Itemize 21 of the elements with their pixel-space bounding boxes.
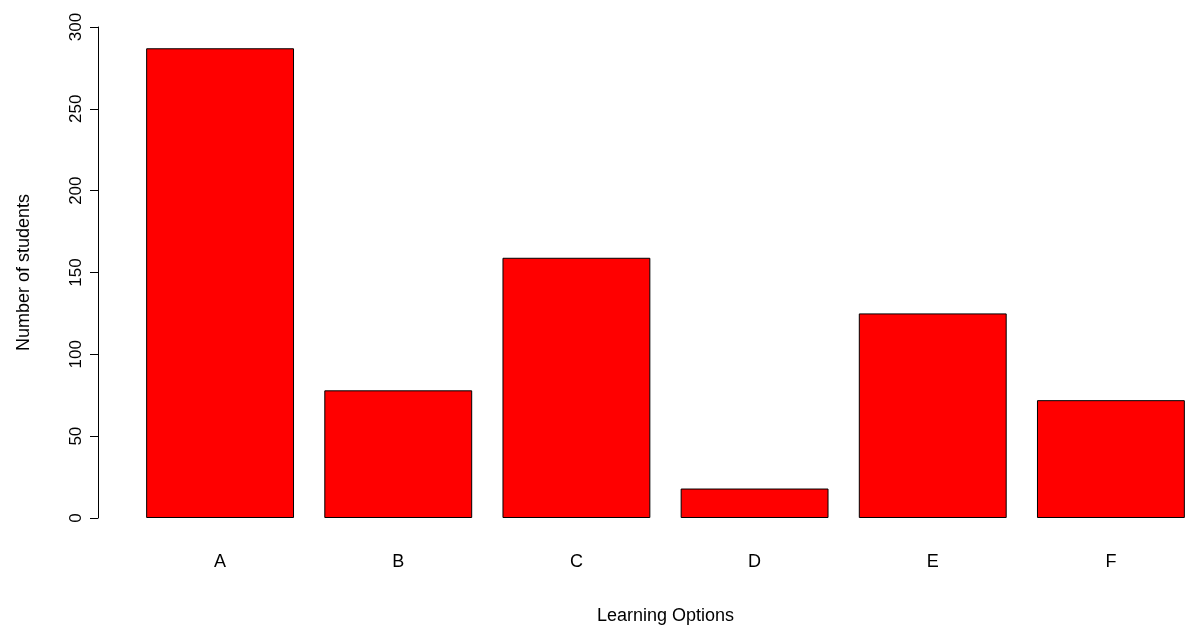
bar [1036, 400, 1185, 518]
x-axis-title: Learning Options [596, 605, 735, 625]
y-axis-title: Number of students [13, 193, 33, 352]
x-tick-label: F [1105, 551, 1117, 571]
x-tick-label: E [926, 551, 939, 571]
x-tick-label: D [748, 551, 762, 571]
bar [146, 48, 295, 518]
bar [680, 488, 829, 518]
bar [324, 390, 473, 518]
x-tick-label: B [392, 551, 405, 571]
y-tick-label: 50 [66, 426, 85, 446]
y-tick-label: 100 [66, 340, 85, 369]
bar [858, 313, 1007, 518]
x-tick-label: A [214, 551, 227, 571]
y-tick-label: 300 [66, 12, 85, 42]
y-tick-label: 150 [66, 258, 85, 287]
y-tick-label: 250 [66, 94, 85, 124]
bar [502, 257, 651, 518]
x-tick-label: C [569, 551, 583, 571]
y-tick-label: 200 [66, 176, 85, 205]
y-tick-label: 0 [66, 513, 85, 523]
